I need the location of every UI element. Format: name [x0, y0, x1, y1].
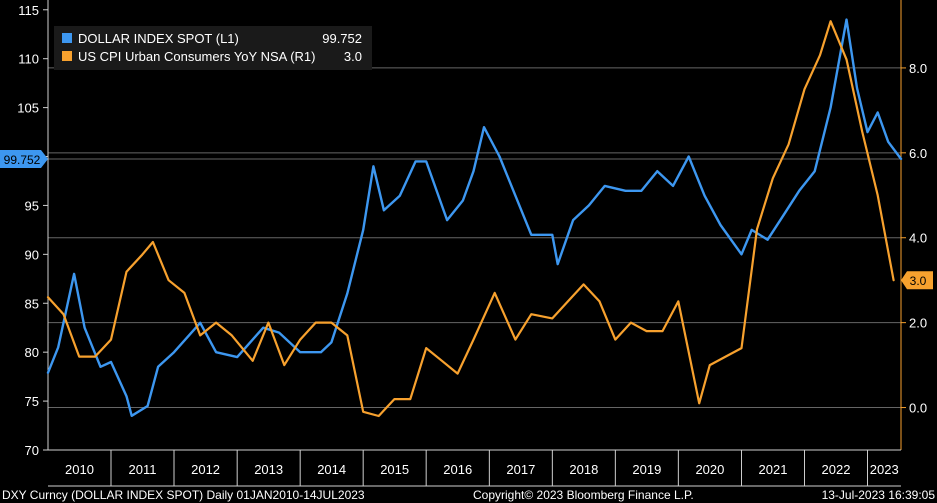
x-axis-ticks: 2010 2011 2012 2013 2014 2015 2016 2017 2018 2019… [48, 450, 901, 487]
last-value-labels: 99.752 3.0 [0, 149, 933, 290]
x-tick-label: 2022 [822, 462, 851, 477]
right-tick-label: 4.0 [909, 231, 927, 246]
x-tick-label: 2021 [759, 462, 788, 477]
footer-timestamp: 13-Jul-2023 16:39:05 [822, 488, 936, 502]
left-tick-label: 80 [25, 345, 39, 360]
right-tick-label: 8.0 [909, 61, 927, 76]
footer: DXY Curncy (DOLLAR INDEX SPOT) Daily 01J… [2, 488, 935, 502]
last-value-tag-cpi [901, 271, 933, 290]
legend-box [54, 26, 372, 70]
x-tick-label: 2016 [443, 462, 472, 477]
last-value-tag-dollar [0, 149, 48, 168]
legend-label-cpi: US CPI Urban Consumers YoY NSA (R1) [78, 49, 315, 64]
cpi-line [46, 20, 895, 418]
left-tick-label: 85 [25, 296, 39, 311]
last-value-text-cpi: 3.0 [910, 274, 927, 288]
x-tick-label: 2020 [695, 462, 724, 477]
x-tick-label: 2013 [254, 462, 283, 477]
right-tick-label: 0.0 [909, 401, 927, 416]
footer-copyright: Copyright© 2023 Bloomberg Finance L.P. [473, 488, 694, 502]
dollar-index-line [46, 18, 903, 417]
left-tick-label: 70 [25, 443, 39, 458]
x-tick-label: 2018 [569, 462, 598, 477]
axes [47, 0, 902, 451]
right-axis-ticks: 0.0 2.0 4.0 6.0 8.0 [901, 61, 927, 416]
legend-label-dollar: DOLLAR INDEX SPOT (L1) [78, 31, 239, 46]
left-tick-label: 105 [17, 101, 39, 116]
legend-value-cpi: 3.0 [344, 49, 362, 64]
left-tick-label: 90 [25, 247, 39, 262]
right-tick-label: 6.0 [909, 146, 927, 161]
series-lines [46, 18, 903, 418]
x-tick-label: 2010 [65, 462, 94, 477]
last-value-text-dollar: 99.752 [4, 153, 41, 167]
x-tick-label: 2015 [380, 462, 409, 477]
left-tick-label: 115 [18, 3, 39, 18]
legend-swatch-cpi [62, 51, 72, 61]
right-tick-label: 2.0 [909, 316, 927, 331]
legend-value-dollar: 99.752 [322, 31, 362, 46]
x-tick-label: 2014 [317, 462, 346, 477]
left-tick-label: 95 [25, 198, 39, 213]
x-tick-label: 2017 [506, 462, 535, 477]
x-tick-label: 2019 [632, 462, 661, 477]
left-tick-label: 110 [18, 52, 39, 67]
legend: DOLLAR INDEX SPOT (L1) 99.752 US CPI Urb… [54, 26, 372, 70]
x-tick-label: 2023 [870, 462, 899, 477]
legend-swatch-dollar [62, 33, 72, 43]
x-tick-label: 2012 [191, 462, 220, 477]
footer-ticker: DXY Curncy (DOLLAR INDEX SPOT) Daily 01J… [2, 488, 365, 502]
left-tick-label: 75 [25, 394, 39, 409]
x-tick-label: 2011 [129, 462, 157, 477]
